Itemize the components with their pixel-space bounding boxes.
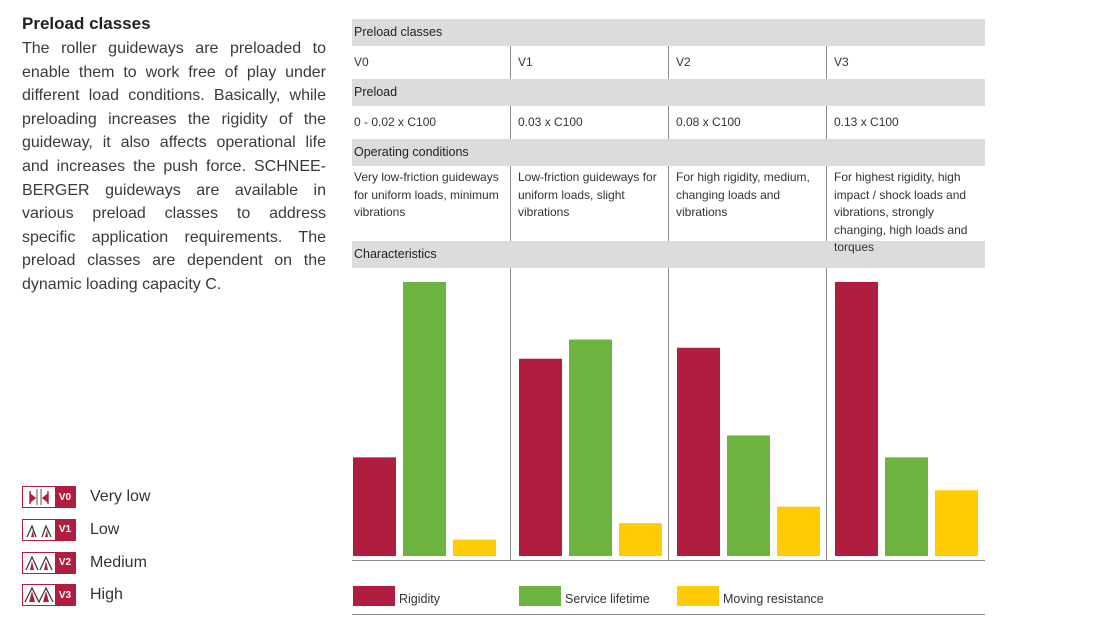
- header-preload: Preload: [352, 79, 985, 106]
- column-divider: [826, 166, 827, 241]
- class-legend-row-v0: V0 Very low: [22, 484, 150, 510]
- conditions-cell-v3: For highest rigidity, high impact / shoc…: [834, 170, 968, 254]
- column-divider: [826, 106, 827, 139]
- legend-service-lifetime: Service lifetime: [519, 584, 650, 606]
- column-divider: [826, 268, 827, 560]
- column-divider: [668, 46, 669, 79]
- legend-swatch-service-lifetime: [519, 586, 561, 606]
- rail-profile-icon: [23, 585, 55, 606]
- column-divider: [510, 106, 511, 139]
- intro-section: Preload classes The roller guideways are…: [22, 14, 326, 297]
- bar-service-lifetime-v1: [569, 339, 612, 556]
- legend-label-rigidity: Rigidity: [399, 592, 440, 606]
- bar-service-lifetime-v3: [885, 457, 928, 556]
- bar-moving-resistance-v0: [453, 539, 496, 556]
- characteristics-bar-chart: [353, 282, 978, 556]
- bar-moving-resistance-v1: [619, 523, 662, 556]
- preload-class-badge: V1: [22, 518, 76, 541]
- class-cell-v2: V2: [676, 55, 691, 69]
- bar-rigidity-v0: [353, 457, 396, 556]
- class-label: Low: [90, 520, 120, 538]
- class-code: V0: [55, 487, 75, 507]
- class-cell-v0: V0: [354, 55, 369, 69]
- preload-class-badge: V0: [22, 486, 76, 508]
- rail-profile-icon: [23, 487, 55, 507]
- class-code: V2: [55, 552, 75, 573]
- bar-rigidity-v1: [519, 358, 562, 556]
- conditions-cell-v2: For high rigidity, medium, changing load…: [676, 170, 810, 219]
- class-legend-row-v2: V2 Medium: [22, 550, 150, 576]
- class-code: V1: [55, 519, 75, 540]
- preload-class-badge: V2: [22, 551, 76, 574]
- legend-label-service-lifetime: Service lifetime: [565, 592, 650, 606]
- conditions-cell-v0: Very low-friction guideways for uniform …: [354, 170, 499, 219]
- legend-swatch-rigidity: [353, 586, 395, 606]
- bar-rigidity-v3: [835, 282, 878, 556]
- column-divider: [510, 268, 511, 560]
- legend-label-moving-resistance: Moving resistance: [723, 592, 824, 606]
- column-divider: [668, 166, 669, 241]
- bar-service-lifetime-v2: [727, 435, 770, 556]
- header-operating-conditions: Operating conditions: [352, 139, 985, 166]
- preload-cell-v2: 0.08 x C100: [676, 115, 741, 129]
- class-cell-v1: V1: [518, 55, 533, 69]
- section-body: The roller guideways are preloaded to en…: [22, 40, 326, 293]
- preload-class-badge: V3: [22, 584, 76, 607]
- column-divider: [510, 166, 511, 241]
- class-label: High: [90, 586, 123, 604]
- column-divider: [668, 106, 669, 139]
- header-characteristics: Characteristics: [352, 241, 985, 268]
- conditions-cell-v1: Low-friction guideways for uniform loads…: [518, 170, 657, 219]
- class-label: Medium: [90, 553, 147, 571]
- class-legend-row-v1: V1 Low: [22, 517, 150, 543]
- class-legend-row-v3: V3 High: [22, 582, 150, 608]
- rail-profile-icon: [23, 552, 55, 573]
- legend-moving-resistance: Moving resistance: [677, 584, 824, 606]
- bar-rigidity-v2: [677, 347, 720, 556]
- column-divider: [510, 46, 511, 79]
- chart-bottom-rule: [352, 614, 985, 615]
- bar-moving-resistance-v3: [935, 490, 978, 556]
- legend-swatch-moving-resistance: [677, 586, 719, 606]
- preload-class-legend: V0 Very low V1 Low V2 Medium: [22, 484, 150, 615]
- section-title: Preload classes: [22, 14, 151, 33]
- rail-profile-icon: [23, 519, 55, 540]
- class-cell-v3: V3: [834, 55, 849, 69]
- preload-cell-v3: 0.13 x C100: [834, 115, 899, 129]
- preload-cell-v1: 0.03 x C100: [518, 115, 583, 129]
- header-preload-classes: Preload classes: [352, 19, 985, 46]
- bar-service-lifetime-v0: [403, 282, 446, 556]
- column-divider: [668, 268, 669, 560]
- legend-rigidity: Rigidity: [353, 584, 440, 606]
- class-code: V3: [55, 585, 75, 606]
- column-divider: [826, 46, 827, 79]
- chart-baseline: [352, 560, 985, 561]
- preload-cell-v0: 0 - 0.02 x C100: [354, 115, 437, 129]
- bar-moving-resistance-v2: [777, 506, 820, 556]
- class-label: Very low: [90, 488, 151, 505]
